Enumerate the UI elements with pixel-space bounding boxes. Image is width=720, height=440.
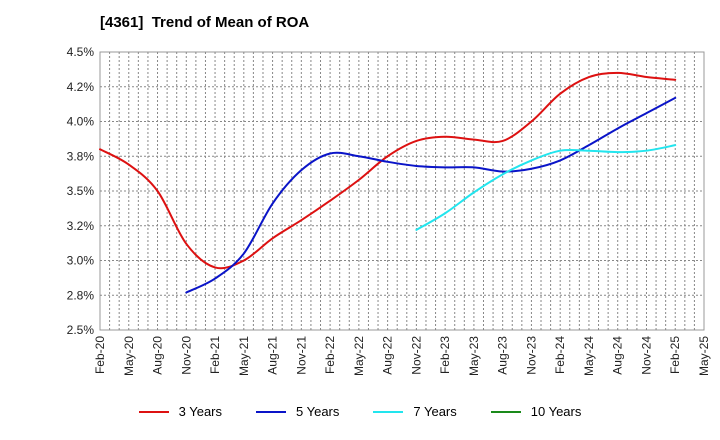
y-tick-label: 4.0% xyxy=(67,115,95,129)
grid-lines xyxy=(100,52,704,330)
y-tick-label: 4.2% xyxy=(67,80,95,94)
legend-label: 3 Years xyxy=(178,404,222,419)
x-tick-label: Nov-21 xyxy=(294,336,308,375)
legend-item-7-years: 7 Years xyxy=(373,404,457,419)
x-tick-label: Feb-23 xyxy=(438,336,452,374)
chart-legend: 3 Years 5 Years 7 Years 10 Years xyxy=(0,404,720,419)
legend-item-10-years: 10 Years xyxy=(490,404,582,419)
legend-swatch xyxy=(373,410,404,413)
x-tick-label: Aug-23 xyxy=(496,336,510,375)
x-tick-label: Feb-25 xyxy=(668,336,682,374)
x-tick-label: Feb-20 xyxy=(93,336,107,374)
y-tick-label: 3.0% xyxy=(67,254,95,268)
x-tick-label: Feb-22 xyxy=(323,336,337,374)
y-tick-label: 4.5% xyxy=(67,45,95,59)
legend-swatch xyxy=(490,410,521,413)
y-tick-label: 2.5% xyxy=(67,323,95,337)
x-tick-label: Aug-20 xyxy=(151,336,165,375)
x-tick-label: Nov-22 xyxy=(409,336,423,375)
x-tick-label: Nov-20 xyxy=(179,336,193,375)
legend-swatch xyxy=(138,410,169,413)
x-tick-label: Feb-24 xyxy=(553,336,567,374)
x-tick-label: May-20 xyxy=(122,336,136,376)
x-tick-label: Nov-23 xyxy=(524,336,538,375)
x-tick-label: Nov-24 xyxy=(639,336,653,375)
legend-item-3-years: 3 Years xyxy=(138,404,222,419)
legend-label: 7 Years xyxy=(413,404,457,419)
x-tick-label: Feb-21 xyxy=(208,336,222,374)
y-tick-label: 3.2% xyxy=(67,219,95,233)
series-lines xyxy=(99,71,677,294)
series-line-5-years xyxy=(185,96,677,294)
x-tick-label: May-25 xyxy=(697,336,711,376)
x-tick-label: May-21 xyxy=(237,336,251,376)
x-tick-label: May-23 xyxy=(467,336,481,376)
legend-swatch xyxy=(256,410,286,413)
series-line-7-years xyxy=(415,144,677,231)
x-tick-label: Aug-24 xyxy=(611,336,625,375)
x-tick-label: Aug-22 xyxy=(381,336,395,375)
y-tick-label: 2.8% xyxy=(67,288,95,302)
legend-label: 5 Years xyxy=(296,404,340,419)
chart-title: [4361] Trend of Mean of ROA xyxy=(100,14,310,31)
x-tick-label: May-24 xyxy=(582,336,596,376)
y-axis-ticks: 2.5% 2.8% 3.0% 3.2% 3.5% 3.8% 4.0% 4.2% 4.5% xyxy=(67,45,95,337)
y-tick-label: 3.8% xyxy=(67,149,95,163)
series-line-3-years xyxy=(99,71,677,270)
y-tick-label: 3.5% xyxy=(67,184,95,198)
legend-label: 10 Years xyxy=(530,404,582,419)
x-tick-label: May-22 xyxy=(352,336,366,376)
x-tick-label: Aug-21 xyxy=(266,336,280,375)
x-axis-ticks: Feb-20 May-20 Aug-20 Nov-20 Feb-21 May-21 Aug-… xyxy=(93,336,711,376)
legend-item-5-years: 5 Years xyxy=(256,404,339,419)
